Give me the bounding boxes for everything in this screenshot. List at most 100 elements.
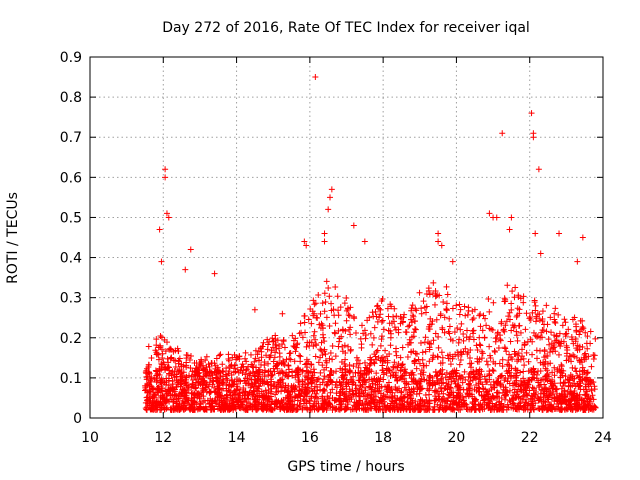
data-point (387, 330, 394, 337)
data-point (443, 306, 450, 313)
data-point (296, 330, 303, 337)
data-point (239, 361, 246, 368)
data-point (279, 403, 286, 410)
data-point (222, 371, 229, 378)
data-point (282, 372, 289, 379)
data-point (294, 340, 301, 347)
data-point (574, 372, 581, 379)
data-point (439, 371, 446, 378)
data-point (298, 329, 305, 336)
data-point (374, 318, 381, 325)
data-point (506, 316, 513, 323)
data-point (431, 301, 438, 308)
data-point (521, 362, 528, 369)
data-point (390, 363, 397, 370)
data-point (373, 313, 380, 320)
data-point (239, 405, 246, 412)
data-point (397, 313, 404, 320)
data-point (321, 290, 328, 297)
data-point (470, 315, 477, 322)
data-point (243, 366, 250, 373)
data-point (591, 352, 598, 359)
data-point (512, 373, 519, 380)
data-point (537, 250, 544, 257)
data-point (479, 350, 486, 357)
data-point (491, 384, 498, 391)
data-point (154, 350, 161, 357)
data-point (162, 399, 169, 406)
data-point (581, 351, 588, 358)
data-point (408, 392, 415, 399)
data-point (410, 377, 417, 384)
data-point (543, 372, 550, 379)
data-point (517, 295, 524, 302)
data-point (528, 367, 535, 374)
data-point (393, 313, 400, 320)
data-point (547, 314, 554, 321)
data-point (558, 361, 565, 368)
data-point (251, 358, 258, 365)
data-point (431, 389, 438, 396)
data-point (254, 351, 261, 358)
x-tick-label: 18 (374, 430, 392, 446)
data-point (492, 349, 499, 356)
data-point (584, 345, 591, 352)
data-point (281, 344, 288, 351)
data-point (562, 331, 569, 338)
data-point (310, 402, 317, 409)
data-point (319, 379, 326, 386)
data-point (466, 360, 473, 367)
data-point (367, 330, 374, 337)
data-point (577, 328, 584, 335)
data-point (322, 298, 329, 305)
data-point (317, 386, 324, 393)
data-point (244, 375, 251, 382)
data-point (569, 406, 576, 413)
data-point (440, 406, 447, 413)
data-point (251, 306, 258, 313)
data-point (446, 389, 453, 396)
data-point (503, 348, 510, 355)
data-point (399, 361, 406, 368)
data-point (535, 405, 542, 412)
data-point (464, 311, 471, 318)
data-point (445, 328, 452, 335)
data-point (446, 315, 453, 322)
data-point (284, 395, 291, 402)
data-point (497, 336, 504, 343)
data-point (345, 312, 352, 319)
data-point (254, 385, 261, 392)
data-point (430, 337, 437, 344)
data-point (508, 306, 515, 313)
data-point (158, 334, 165, 341)
data-point (440, 390, 447, 397)
data-point (426, 358, 433, 365)
data-point (535, 166, 542, 173)
data-point (529, 398, 536, 405)
data-point (261, 359, 268, 366)
data-point (439, 354, 446, 361)
data-point (481, 334, 488, 341)
data-point (537, 390, 544, 397)
x-tick-label: 16 (301, 430, 319, 446)
data-point (228, 362, 235, 369)
data-point (533, 347, 540, 354)
data-point (534, 355, 541, 362)
data-point (165, 382, 172, 389)
data-point (193, 368, 200, 375)
data-point (285, 373, 292, 380)
data-point (467, 364, 474, 371)
data-point (518, 387, 525, 394)
data-point (320, 334, 327, 341)
data-point (230, 369, 237, 376)
data-point (343, 295, 350, 302)
data-point (268, 347, 275, 354)
data-point (366, 399, 373, 406)
data-point (296, 383, 303, 390)
data-point (520, 299, 527, 306)
data-point (477, 323, 484, 330)
data-point (479, 381, 486, 388)
data-point (219, 361, 226, 368)
data-point (286, 350, 293, 357)
data-point (477, 342, 484, 349)
